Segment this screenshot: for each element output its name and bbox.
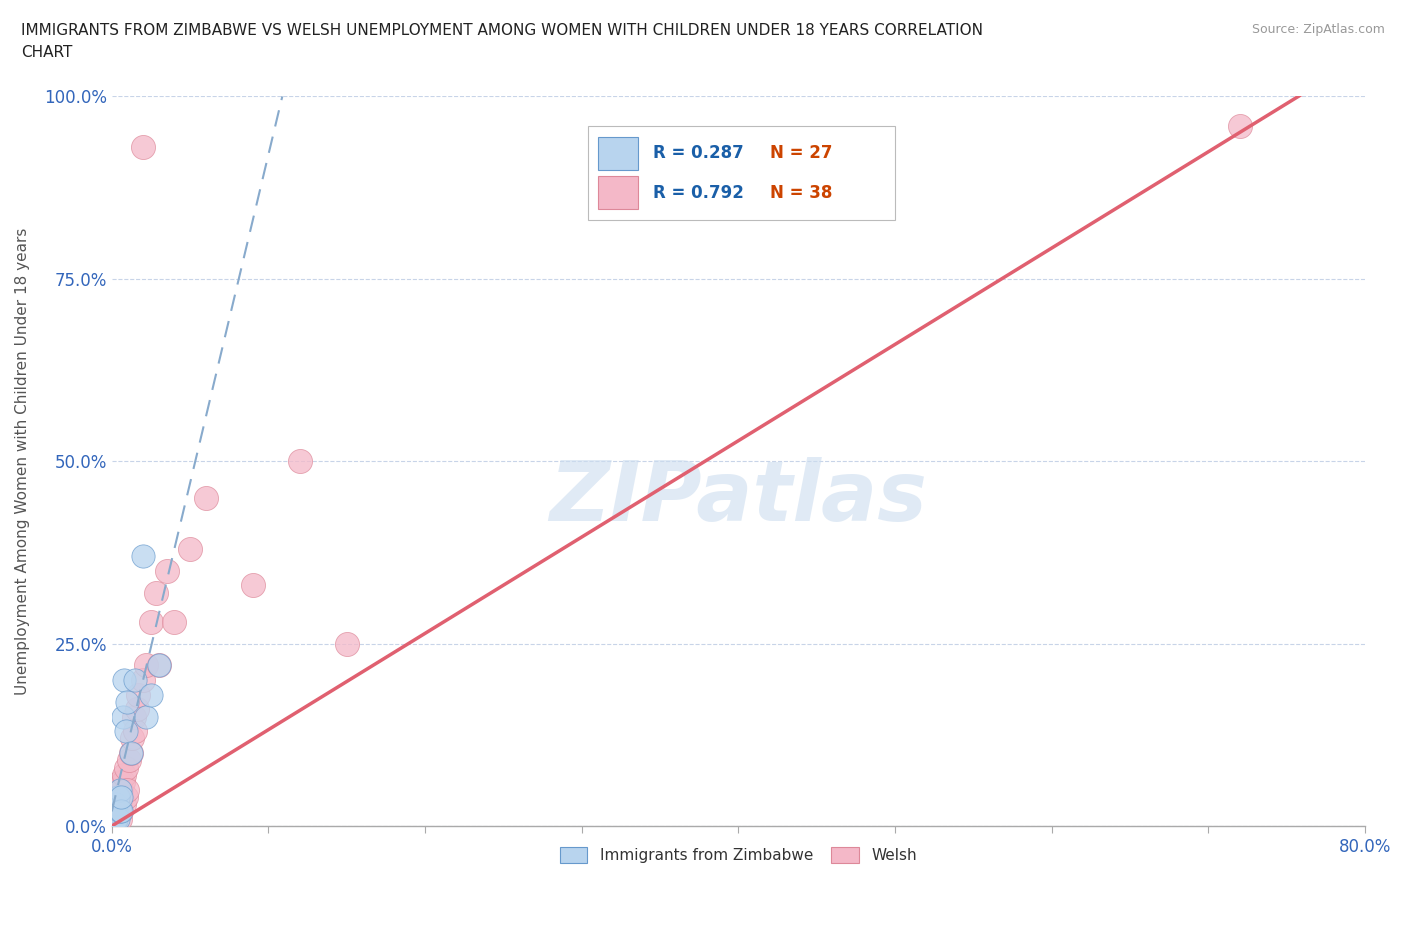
Point [110, 782, 132, 797]
Point [104, 797, 127, 812]
Point [108, 811, 131, 826]
Point [122, 710, 145, 724]
Point [111, 710, 134, 724]
Point [132, 672, 155, 687]
Point [115, 760, 138, 775]
Point [108, 797, 131, 812]
Point [105, 811, 128, 826]
Point [132, 549, 155, 564]
Point [107, 782, 129, 797]
Point [103, 811, 125, 826]
Point [124, 672, 146, 687]
Point [103, 807, 125, 822]
Point [105, 790, 128, 804]
Point [104, 811, 127, 826]
Point [288, 454, 311, 469]
Point [105, 797, 128, 812]
Text: Source: ZipAtlas.com: Source: ZipAtlas.com [1251, 23, 1385, 36]
Point [117, 695, 139, 710]
Point [118, 753, 141, 768]
Bar [598, 137, 638, 170]
Point [107, 790, 129, 804]
Point [117, 782, 139, 797]
Point [103, 804, 125, 818]
Point [139, 687, 162, 702]
Point [103, 815, 125, 830]
Text: N = 38: N = 38 [769, 184, 832, 202]
Point [127, 687, 149, 702]
Text: IMMIGRANTS FROM ZIMBABWE VS WELSH UNEMPLOYMENT AMONG WOMEN WITH CHILDREN UNDER 1: IMMIGRANTS FROM ZIMBABWE VS WELSH UNEMPL… [21, 23, 983, 60]
Point [194, 490, 217, 505]
Point [110, 790, 132, 804]
Bar [598, 177, 638, 209]
Point [145, 585, 167, 600]
Point [104, 797, 127, 812]
Point [105, 811, 128, 826]
Point [1229, 118, 1251, 133]
Point [148, 658, 170, 673]
Point [112, 767, 135, 782]
Point [101, 815, 124, 830]
FancyBboxPatch shape [588, 126, 894, 220]
Point [108, 804, 131, 818]
Text: ZIPatlas: ZIPatlas [550, 458, 927, 538]
Point [132, 140, 155, 155]
Point [135, 658, 157, 673]
Point [104, 815, 127, 830]
Point [124, 724, 146, 738]
Point [107, 811, 129, 826]
Point [121, 731, 143, 746]
Point [148, 658, 170, 673]
Point [111, 775, 134, 790]
Point [139, 615, 162, 630]
Point [103, 813, 125, 828]
Point [179, 541, 201, 556]
Point [242, 578, 264, 592]
Text: N = 27: N = 27 [769, 144, 832, 163]
Point [163, 615, 186, 630]
Point [155, 564, 177, 578]
Point [120, 746, 142, 761]
Legend: Immigrants from Zimbabwe, Welsh: Immigrants from Zimbabwe, Welsh [554, 842, 922, 870]
Point [110, 804, 132, 818]
Point [115, 724, 138, 738]
Point [120, 746, 142, 761]
Text: R = 0.792: R = 0.792 [652, 184, 744, 202]
Point [125, 702, 148, 717]
Point [108, 775, 131, 790]
Text: R = 0.287: R = 0.287 [652, 144, 744, 163]
Point [110, 804, 132, 818]
Point [105, 804, 128, 818]
Point [135, 710, 157, 724]
Point [115, 790, 138, 804]
Point [107, 804, 129, 818]
Point [104, 804, 127, 818]
Point [112, 672, 135, 687]
Y-axis label: Unemployment Among Women with Children Under 18 years: Unemployment Among Women with Children U… [15, 228, 30, 695]
Point [108, 782, 131, 797]
Point [104, 811, 127, 826]
Point [112, 797, 135, 812]
Point [336, 636, 359, 651]
